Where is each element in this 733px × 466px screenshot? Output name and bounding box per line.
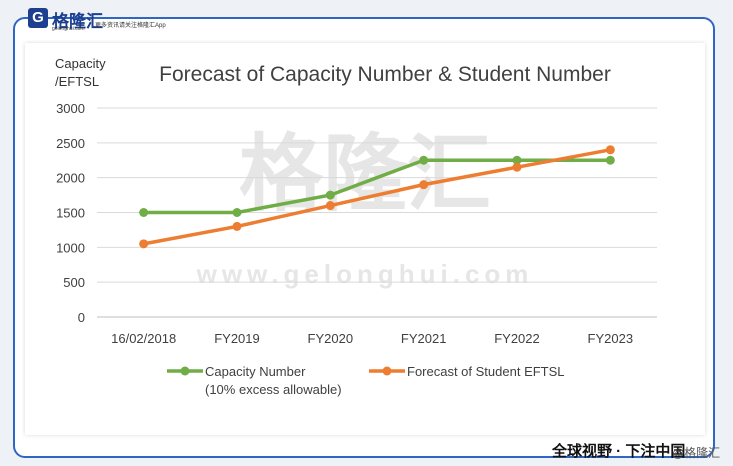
x-tick-label: FY2020 [308, 331, 354, 346]
y-tick-label: 2500 [56, 136, 85, 151]
y-tick-label: 1500 [56, 206, 85, 221]
data-point [605, 145, 615, 155]
y-tick-label: 500 [63, 275, 85, 290]
watermark-name: 格隆汇 [239, 127, 491, 221]
data-point [139, 208, 149, 217]
line-chart: 格隆汇 www.gelonghui.com Forecast of Capaci… [55, 56, 657, 397]
data-point [605, 155, 615, 165]
x-tick-label: FY2023 [588, 331, 634, 346]
x-tick-label: 16/02/2018 [111, 331, 176, 346]
legend-marker-0 [180, 366, 190, 376]
x-tick-label: FY2021 [401, 331, 447, 346]
series-line-0 [143, 158, 611, 215]
brand-logo-icon: G [28, 8, 48, 28]
data-point [419, 155, 429, 165]
legend-label-line2: (10% excess allowable) [205, 382, 342, 397]
series-line-1 [143, 148, 611, 246]
data-point [419, 180, 429, 190]
legend-label: Forecast of Student EFTSL [407, 364, 565, 379]
data-point [325, 190, 335, 200]
brand-name: 格隆汇 [52, 12, 103, 31]
chart-title: Forecast of Capacity Number & Student Nu… [159, 63, 611, 86]
legend-marker-1 [382, 366, 392, 376]
y-axis-label-line1: Capacity [55, 56, 106, 71]
data-point [139, 239, 149, 249]
y-tick-label: 3000 [56, 101, 85, 116]
data-point [232, 208, 242, 217]
x-tick-label: FY2019 [214, 331, 260, 346]
data-point [232, 221, 242, 231]
footer-slogan: 全球视野 · 下注中国 [552, 443, 686, 460]
y-tick-label: 2000 [56, 171, 85, 186]
watermark-url: www.gelonghui.com [196, 259, 534, 289]
watermark: 格隆汇 www.gelonghui.com [196, 127, 534, 289]
footer-logo: @格隆汇 [672, 446, 721, 460]
brand-slogan: 更多资讯请关注格隆汇App [95, 23, 166, 29]
y-axis-label-line2: /EFTSL [55, 74, 99, 89]
y-tick-label: 0 [78, 310, 85, 325]
legend-label: Capacity Number [205, 364, 306, 379]
data-point [325, 201, 335, 211]
brand-domain: gelonghui.com [52, 26, 85, 32]
chart-card: 格隆汇 www.gelonghui.com Forecast of Capaci… [25, 43, 705, 435]
y-tick-label: 1000 [56, 240, 85, 255]
data-point [512, 155, 522, 165]
x-tick-label: FY2022 [494, 331, 540, 346]
data-point [512, 162, 522, 172]
